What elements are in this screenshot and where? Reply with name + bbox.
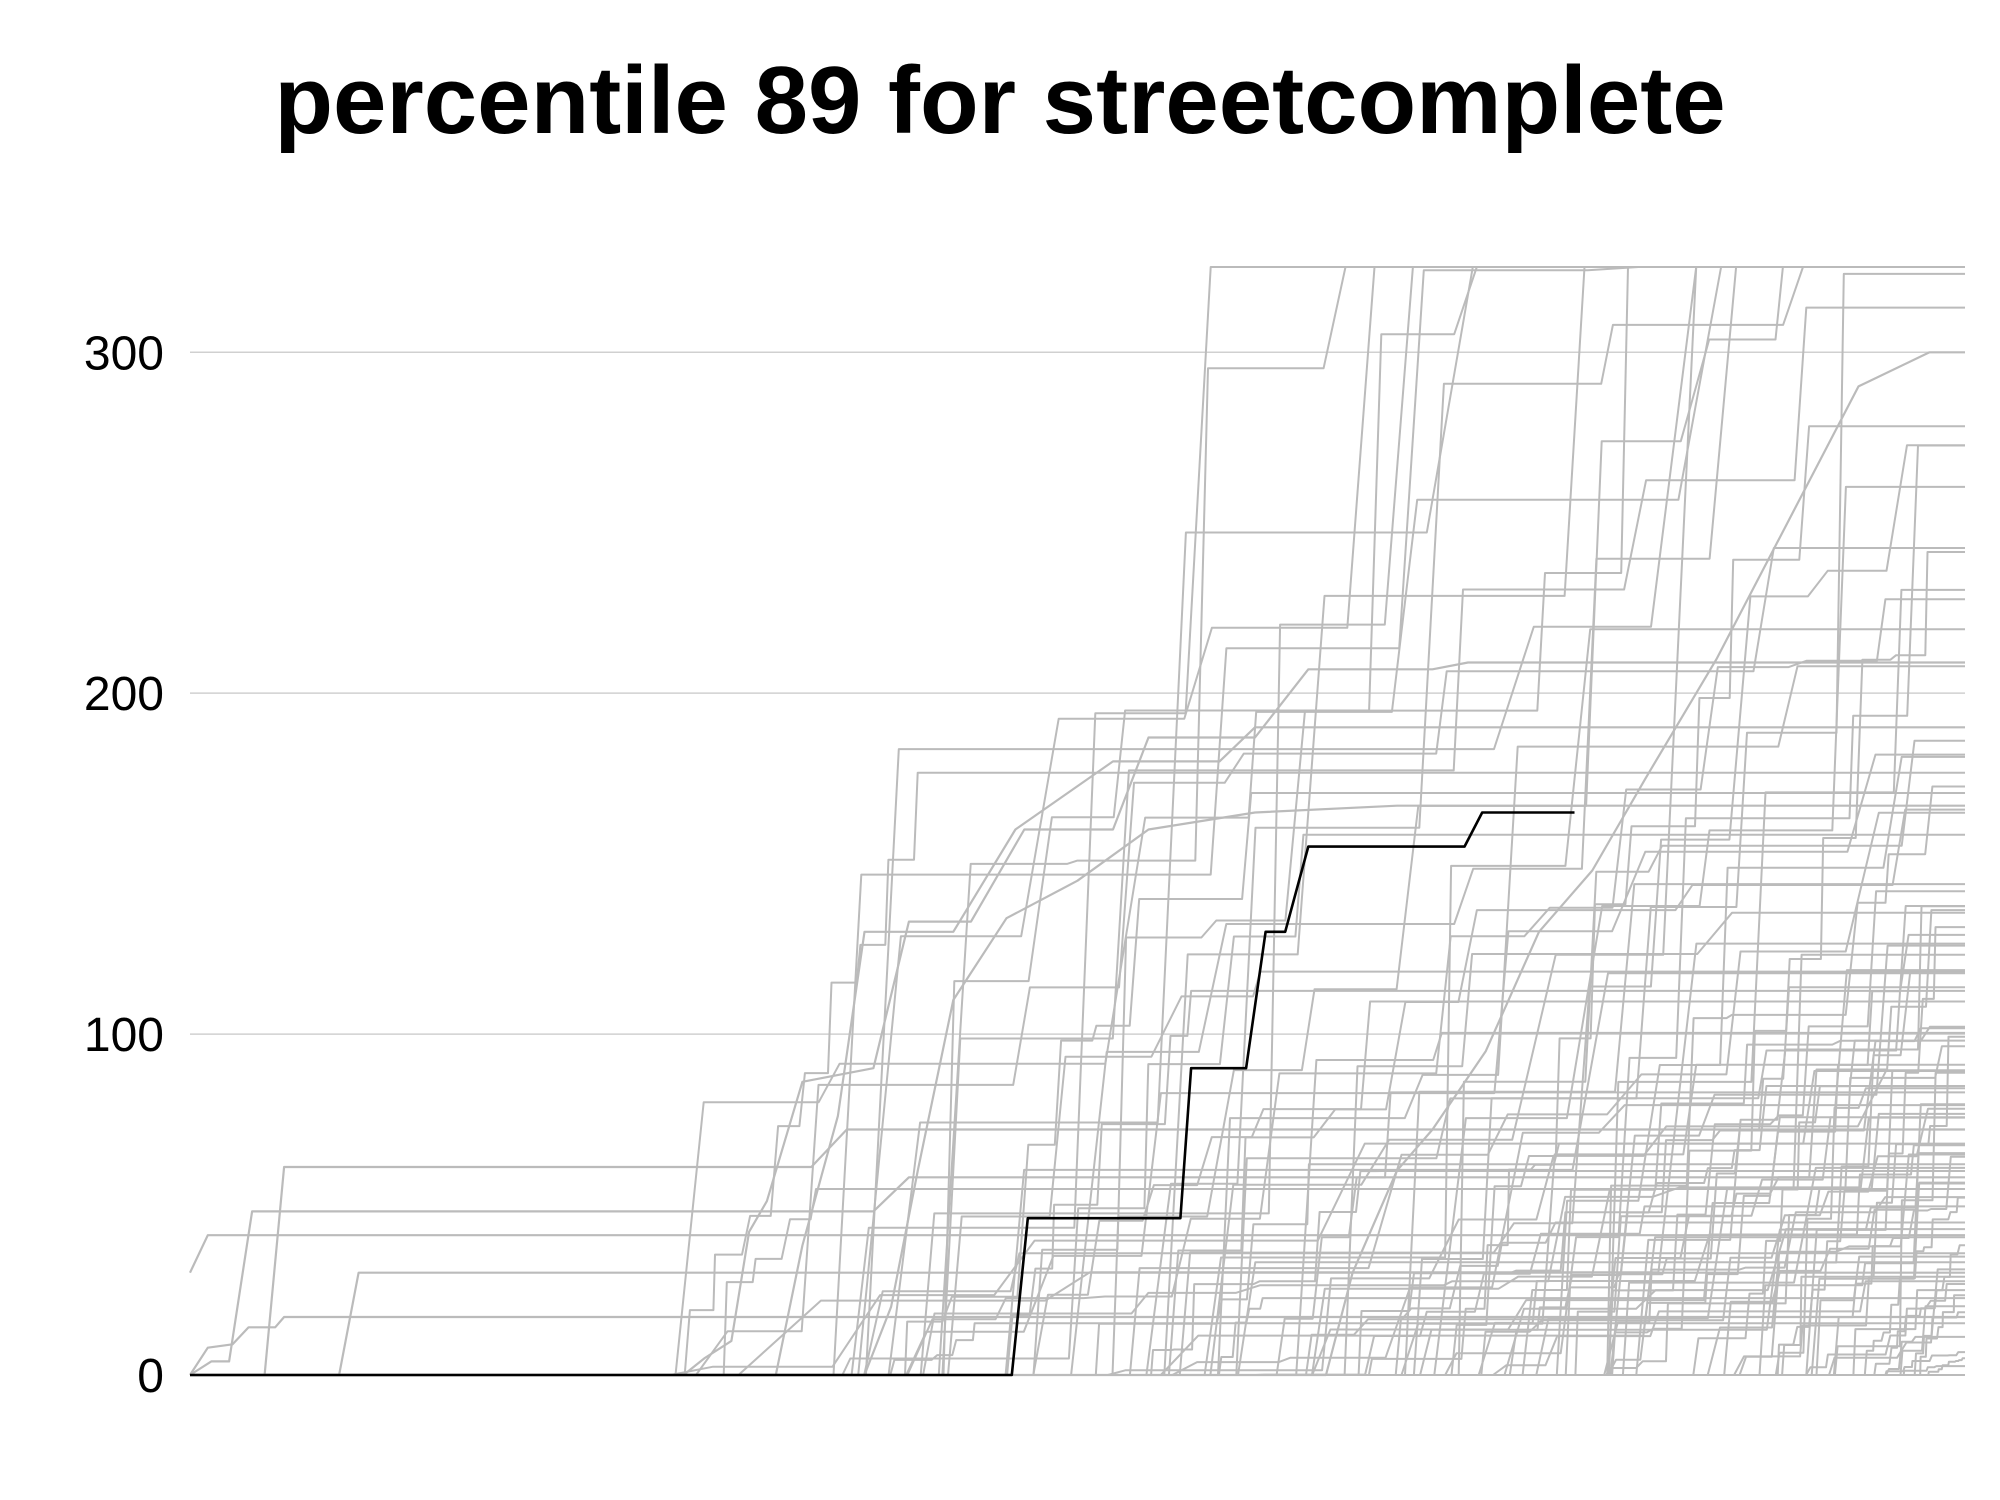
- background-series-line: [190, 266, 1965, 1376]
- background-series-line: [190, 972, 1965, 1376]
- background-series-line: [190, 1128, 1965, 1377]
- background-series-line: [190, 306, 1965, 1376]
- background-series-line: [189, 1315, 1965, 1376]
- background-series-line: [190, 665, 1965, 1376]
- background-series-line: [190, 1294, 1965, 1376]
- background-series-line: [190, 1045, 1965, 1376]
- background-series-line: [190, 547, 1965, 1376]
- highlight-series-group: [190, 811, 1575, 1377]
- background-series-line: [190, 755, 1965, 1376]
- background-series-line: [190, 970, 1965, 1376]
- background-series-line: [190, 425, 1965, 1376]
- y-tick-label: 0: [137, 1350, 164, 1403]
- background-series-line: [190, 1365, 1965, 1376]
- background-series-line: [190, 1070, 1965, 1376]
- background-series-line: [190, 953, 1965, 1376]
- background-series-line: [190, 971, 1965, 1376]
- background-series-line: [190, 792, 1965, 1376]
- background-series-group: [189, 266, 1965, 1377]
- background-series-line: [190, 444, 1965, 1376]
- background-series-line: [190, 739, 1965, 1376]
- background-series-line: [190, 771, 1965, 1376]
- background-series-line: [190, 1297, 1965, 1376]
- background-series-line: [190, 811, 1965, 1376]
- background-series-line: [190, 726, 1965, 1377]
- background-series-line: [190, 551, 1965, 1376]
- background-series-line: [190, 1280, 1965, 1376]
- background-series-line: [190, 588, 1965, 1376]
- background-series-line: [190, 272, 1965, 1376]
- background-series-line: [190, 986, 1965, 1376]
- chart-title: percentile 89 for streetcomplete: [274, 47, 1726, 154]
- background-series-line: [190, 266, 1965, 1376]
- background-series-line: [190, 1027, 1965, 1376]
- background-series-line: [190, 1322, 1965, 1376]
- background-series-line: [190, 628, 1965, 1376]
- background-series-line: [190, 1116, 1965, 1376]
- background-series-line: [190, 1196, 1965, 1376]
- background-series-line: [190, 1039, 1965, 1376]
- background-series-line: [190, 804, 1965, 1377]
- y-tick-label: 100: [84, 1009, 164, 1062]
- background-series-line: [189, 1234, 1965, 1274]
- background-series-line: [190, 1155, 1965, 1376]
- background-series-line: [190, 1351, 1965, 1376]
- y-tick-label: 300: [84, 327, 164, 380]
- highlight-series-line: [190, 811, 1575, 1377]
- background-series-line: [190, 989, 1965, 1376]
- background-series-line: [189, 1176, 1965, 1376]
- background-series-line: [190, 1071, 1965, 1376]
- background-series-line: [190, 933, 1965, 1376]
- background-series-line: [190, 1091, 1965, 1376]
- background-series-line: [190, 1103, 1965, 1376]
- background-series-line: [190, 890, 1965, 1376]
- background-series-line: [190, 351, 1965, 1377]
- y-tick-label: 200: [84, 668, 164, 721]
- background-series-line: [190, 909, 1965, 1376]
- background-series-line: [190, 785, 1965, 1376]
- background-series-line: [190, 942, 1965, 1376]
- background-series-line: [190, 1188, 1965, 1376]
- y-axis-tick-labels: 0 100 200 300: [84, 327, 164, 1403]
- background-series-line: [190, 661, 1965, 1377]
- background-series-line: [190, 833, 1965, 1376]
- background-series-line: [190, 1283, 1965, 1376]
- background-series-line: [190, 1069, 1965, 1376]
- background-series-line: [190, 1357, 1965, 1376]
- background-series-line: [190, 266, 1965, 1376]
- background-series-line: [190, 485, 1965, 1376]
- background-series-line: [190, 1035, 1965, 1376]
